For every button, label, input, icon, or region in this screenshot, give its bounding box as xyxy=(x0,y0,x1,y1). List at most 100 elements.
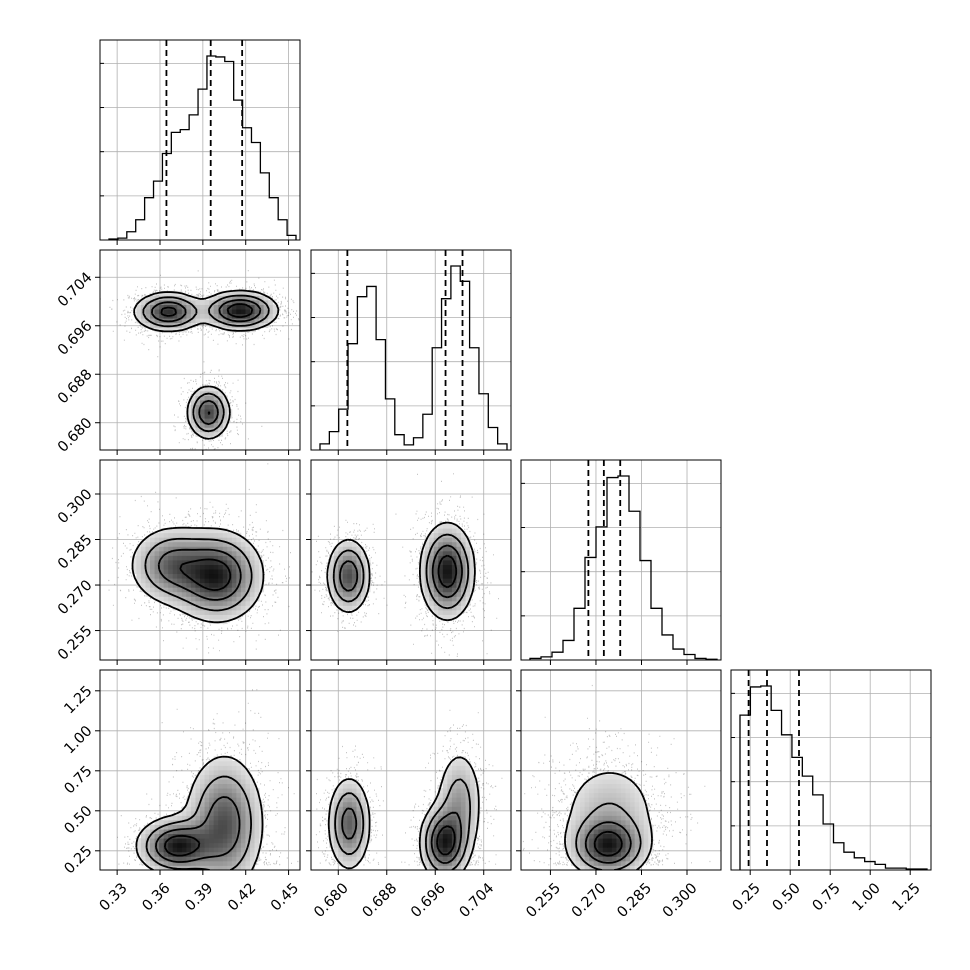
density-cell xyxy=(213,427,219,433)
density-cell xyxy=(218,409,224,415)
contour-line xyxy=(131,526,265,624)
density-cell xyxy=(465,550,471,556)
scatter-panel-0-2 xyxy=(99,459,301,661)
density-cell xyxy=(329,569,335,575)
density-cell xyxy=(181,555,187,561)
density-cell xyxy=(347,838,353,844)
density-cell xyxy=(190,847,196,853)
density-cell xyxy=(163,537,169,543)
density-cell xyxy=(177,550,183,556)
density-cell xyxy=(213,395,219,401)
density-cell xyxy=(240,295,246,301)
density-cell xyxy=(172,578,178,584)
density-cell xyxy=(611,810,617,816)
density-cell xyxy=(163,327,169,333)
density-cell xyxy=(250,801,255,807)
density-cell xyxy=(333,820,339,825)
density-cell xyxy=(625,860,631,866)
density-cell xyxy=(190,555,196,561)
density-cell xyxy=(218,541,224,547)
density-cell xyxy=(222,610,228,615)
density-cell xyxy=(607,824,613,830)
density-cell xyxy=(163,600,169,606)
density-cell xyxy=(424,596,430,602)
density-cell xyxy=(222,806,228,812)
density-cell xyxy=(177,309,183,315)
density-cell xyxy=(607,779,613,785)
density-cell xyxy=(145,564,151,570)
density-cell xyxy=(222,573,228,579)
panel-frame xyxy=(730,669,932,871)
density-cell xyxy=(625,797,631,803)
density-cell xyxy=(195,569,201,575)
density-cell xyxy=(589,806,595,812)
density-cell xyxy=(438,851,444,857)
density-cell xyxy=(236,578,242,584)
density-cell xyxy=(186,838,192,844)
density-cell xyxy=(456,829,462,835)
density-cell xyxy=(634,788,640,794)
density-cell xyxy=(186,309,192,315)
density-cell xyxy=(204,569,210,575)
density-cell xyxy=(442,788,448,794)
density-cell xyxy=(163,824,169,830)
density-cell xyxy=(598,801,604,807)
density-cell xyxy=(236,300,242,305)
density-cell xyxy=(172,541,178,547)
density-cell xyxy=(598,797,604,803)
contour-line xyxy=(163,834,201,857)
density-cell xyxy=(209,564,215,570)
density-cell xyxy=(168,838,174,844)
density-cell xyxy=(584,788,590,794)
density-cell xyxy=(209,591,215,597)
density-cell xyxy=(630,824,636,830)
density-cell xyxy=(338,856,344,862)
density-cell xyxy=(616,797,622,803)
density-cell xyxy=(356,838,362,844)
density-cell xyxy=(204,587,210,593)
density-cell xyxy=(204,833,210,839)
density-cell xyxy=(465,555,471,561)
density-cell xyxy=(150,833,155,839)
density-cell xyxy=(181,847,187,853)
density-cell xyxy=(227,815,233,821)
density-cell xyxy=(254,582,260,588)
density-cell xyxy=(204,550,210,556)
density-cell xyxy=(438,573,444,579)
density-cell xyxy=(451,582,457,588)
density-cell xyxy=(195,605,201,611)
density-cell xyxy=(186,600,192,606)
density-cell xyxy=(571,851,576,857)
density-cell xyxy=(442,550,448,556)
density-cell xyxy=(589,792,595,798)
density-cell xyxy=(338,587,344,593)
density-cell xyxy=(338,820,344,825)
density-cell xyxy=(611,779,617,785)
density-cell xyxy=(231,610,237,615)
density-cell xyxy=(131,555,137,561)
density-cell xyxy=(429,560,435,565)
density-cell xyxy=(639,801,645,807)
density-cell xyxy=(361,550,366,556)
density-cell xyxy=(616,806,622,812)
density-cell xyxy=(611,815,617,821)
x-tick-label: 1.00 xyxy=(850,880,884,914)
density-cell xyxy=(611,856,617,862)
density-cell xyxy=(602,806,608,812)
density-cell xyxy=(456,788,462,794)
density-cell xyxy=(245,295,251,301)
density-cell xyxy=(263,309,269,315)
density-cell xyxy=(150,555,155,561)
density-cell xyxy=(442,591,448,597)
density-cell xyxy=(200,409,205,415)
density-cell xyxy=(190,569,196,575)
density-cell xyxy=(456,541,462,547)
density-cell xyxy=(231,537,237,543)
density-cell xyxy=(616,838,622,844)
density-cell xyxy=(433,555,439,561)
density-cell xyxy=(181,600,187,606)
density-cell xyxy=(200,774,205,780)
density-cell xyxy=(347,810,353,816)
density-cell xyxy=(474,788,480,794)
density-cell xyxy=(342,801,348,807)
